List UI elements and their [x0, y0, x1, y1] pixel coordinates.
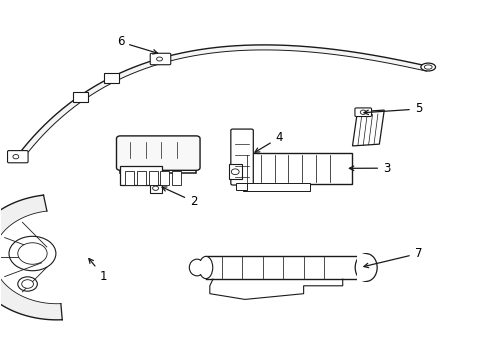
Bar	[243, 183, 310, 191]
Bar	[240, 153, 352, 184]
Ellipse shape	[13, 154, 19, 159]
Bar	[236, 183, 247, 190]
FancyBboxPatch shape	[231, 129, 253, 185]
Bar	[125, 171, 134, 185]
Bar	[357, 253, 366, 282]
Text: 1: 1	[89, 258, 107, 283]
Bar	[149, 171, 158, 185]
Ellipse shape	[189, 259, 205, 276]
Bar	[137, 171, 146, 185]
Ellipse shape	[355, 253, 377, 282]
FancyBboxPatch shape	[150, 53, 171, 65]
Text: 2: 2	[162, 187, 197, 208]
Polygon shape	[0, 195, 62, 320]
Bar	[121, 139, 196, 173]
Text: 3: 3	[349, 162, 391, 175]
Polygon shape	[17, 45, 429, 159]
Circle shape	[18, 277, 37, 291]
Bar	[150, 185, 162, 193]
Bar	[172, 171, 181, 185]
Ellipse shape	[199, 256, 213, 279]
Text: 7: 7	[364, 247, 422, 268]
Ellipse shape	[421, 63, 436, 71]
Circle shape	[360, 110, 366, 114]
Bar	[206, 256, 357, 279]
Circle shape	[9, 236, 56, 271]
Circle shape	[231, 169, 239, 175]
Text: 5: 5	[364, 103, 422, 116]
Circle shape	[18, 243, 47, 264]
Circle shape	[153, 186, 159, 190]
FancyBboxPatch shape	[7, 150, 28, 163]
Circle shape	[22, 280, 33, 288]
Bar	[229, 164, 242, 179]
Text: 6: 6	[117, 35, 157, 54]
Bar	[197, 261, 206, 274]
FancyBboxPatch shape	[73, 92, 88, 102]
Polygon shape	[352, 110, 384, 146]
Text: 4: 4	[255, 131, 283, 152]
Ellipse shape	[157, 57, 163, 61]
FancyBboxPatch shape	[355, 108, 371, 117]
Bar	[160, 171, 169, 185]
FancyBboxPatch shape	[117, 136, 200, 170]
Ellipse shape	[424, 65, 432, 69]
FancyBboxPatch shape	[104, 73, 119, 84]
Bar	[121, 166, 162, 185]
